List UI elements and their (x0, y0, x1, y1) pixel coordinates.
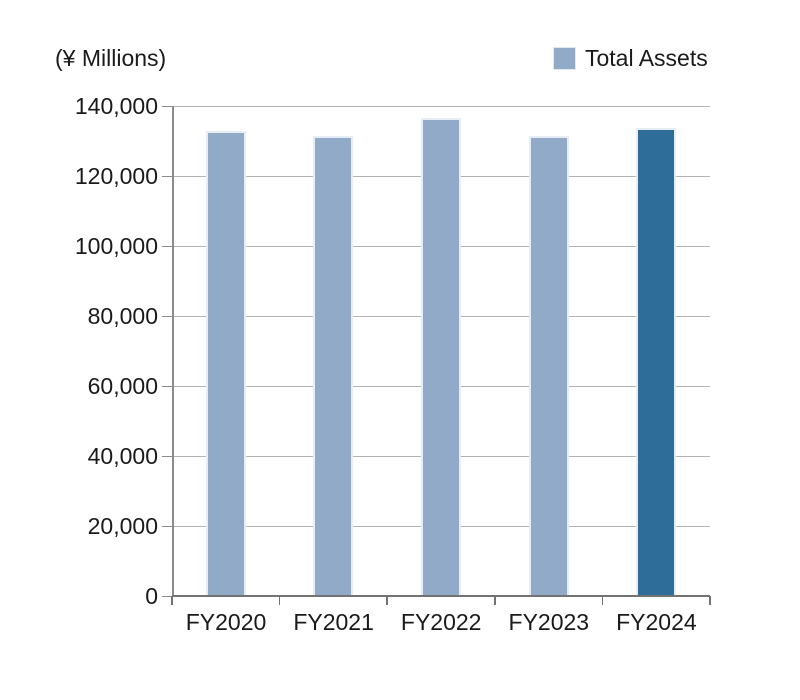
y-axis-line (172, 106, 174, 596)
y-axis-tick-label: 40,000 (87, 442, 158, 469)
y-axis-tick (162, 105, 172, 107)
x-axis-label-fy2024: FY2024 (616, 609, 697, 635)
y-axis-tick (162, 385, 172, 387)
x-axis-tick (171, 596, 173, 605)
y-axis-tick-label: 60,000 (87, 372, 158, 399)
bar-fy2021 (313, 136, 354, 596)
legend-swatch-total-assets (553, 46, 576, 70)
y-axis-tick (162, 315, 172, 317)
bar-fy2023 (528, 136, 569, 596)
x-axis-tick (278, 596, 281, 605)
x-axis-tick (709, 596, 711, 605)
legend: Total Assets (553, 46, 708, 70)
x-axis-label-fy2020: FY2020 (185, 609, 267, 635)
legend-label-total-assets: Total Assets (585, 45, 708, 71)
y-axis-tick-label: 20,000 (87, 512, 158, 539)
x-axis-tick (386, 596, 388, 605)
y-axis-tick (162, 175, 172, 177)
y-axis-tick (162, 595, 172, 597)
x-axis-tick (494, 596, 496, 605)
x-axis-line (172, 595, 710, 597)
y-axis-tick (162, 455, 172, 457)
y-axis-tick-label: 100,000 (74, 232, 158, 259)
bar-fy2020 (205, 130, 246, 596)
y-axis-tick-label: 120,000 (74, 162, 158, 189)
y-axis-tick-label: 0 (145, 582, 158, 609)
y-axis-tick-label: 140,000 (74, 92, 158, 119)
x-axis-label-fy2022: FY2022 (400, 609, 482, 635)
bar-fy2022 (421, 118, 461, 596)
y-axis-tick (162, 245, 172, 247)
y-axis-unit-label: (¥ Millions) (55, 45, 167, 71)
x-axis-tick (601, 596, 604, 605)
x-axis-label-fy2021: FY2021 (293, 609, 374, 635)
y-axis-tick (162, 525, 172, 527)
y-axis-tick-label: 80,000 (87, 302, 158, 329)
bar-fy2024 (636, 128, 677, 596)
gridline (172, 106, 710, 107)
x-axis-label-fy2023: FY2023 (508, 609, 590, 635)
